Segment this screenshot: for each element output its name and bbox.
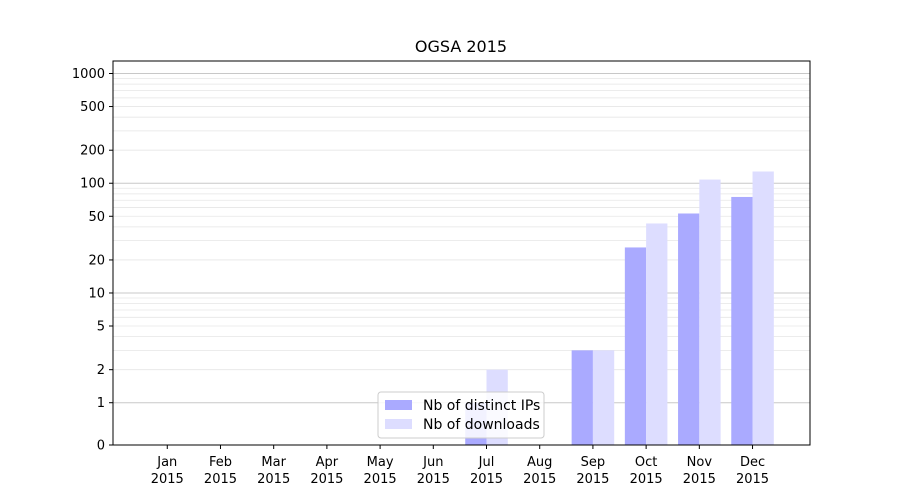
x-tick-label-year: 2015	[417, 472, 450, 487]
x-tick-label-year: 2015	[470, 472, 503, 487]
y-tick-label: 5	[97, 320, 105, 335]
y-tick-label: 0	[97, 439, 105, 454]
legend: Nb of distinct IPs Nb of downloads	[377, 391, 545, 439]
bar-distinct-ips	[624, 247, 647, 445]
y-tick-label: 20	[88, 253, 105, 268]
y-axis: 0 1 2 5 10 20 50 100 200 500 1000	[72, 67, 113, 454]
y-tick-label: 2	[97, 363, 105, 378]
x-tick-label-month: Mar	[261, 455, 286, 470]
x-tick-label-month: Feb	[209, 455, 232, 470]
x-tick-label-year: 2015	[683, 472, 716, 487]
x-tick-label-year: 2015	[310, 472, 343, 487]
y-tick-label: 1	[97, 396, 105, 411]
legend-box	[377, 391, 545, 439]
x-tick-label-year: 2015	[151, 472, 184, 487]
x-tick-label-year: 2015	[523, 472, 556, 487]
x-tick-label-year: 2015	[736, 472, 769, 487]
x-tick-label-month: Nov	[687, 455, 713, 470]
x-tick-label-month: Jul	[478, 455, 495, 470]
x-tick-label-year: 2015	[257, 472, 290, 487]
x-tick-label-year: 2015	[630, 472, 663, 487]
x-tick-label-year: 2015	[204, 472, 237, 487]
x-tick-label-month: Dec	[740, 455, 765, 470]
bar-downloads	[592, 350, 615, 445]
x-tick-label-month: Aug	[527, 455, 552, 470]
y-tick-label: 100	[80, 177, 105, 192]
y-tick-label: 200	[80, 144, 105, 159]
x-tick-label-year: 2015	[576, 472, 609, 487]
bar-distinct-ips	[731, 196, 753, 445]
bar-downloads	[646, 223, 668, 445]
bar-downloads	[699, 179, 721, 446]
x-axis: Jan 2015 Feb 2015 Mar 2015 Apr 2015 May 2015 Jun 20…	[151, 445, 769, 487]
bar-distinct-ips	[678, 213, 700, 445]
x-tick-label-month: Jan	[156, 455, 177, 470]
axes-frame	[112, 60, 811, 446]
bar-distinct-ips	[571, 350, 593, 445]
x-tick-label-year: 2015	[364, 472, 397, 487]
legend-label: Nb of distinct IPs	[423, 398, 540, 414]
y-tick-label: 500	[80, 100, 105, 115]
legend-swatch	[385, 400, 412, 410]
x-tick-label-month: Jun	[422, 455, 443, 470]
legend-swatch	[385, 419, 412, 429]
x-tick-label-month: Oct	[635, 455, 657, 470]
y-tick-label: 50	[88, 210, 105, 225]
bars	[465, 171, 774, 446]
chart-title: OGSA 2015	[415, 37, 507, 56]
x-tick-label-month: May	[367, 455, 394, 470]
legend-label: Nb of downloads	[423, 417, 540, 433]
x-tick-label-month: Sep	[581, 455, 606, 470]
x-tick-label-month: Apr	[316, 455, 339, 470]
bar-downloads	[752, 171, 774, 445]
y-tick-label: 1000	[72, 67, 105, 82]
y-tick-label: 10	[88, 286, 105, 301]
